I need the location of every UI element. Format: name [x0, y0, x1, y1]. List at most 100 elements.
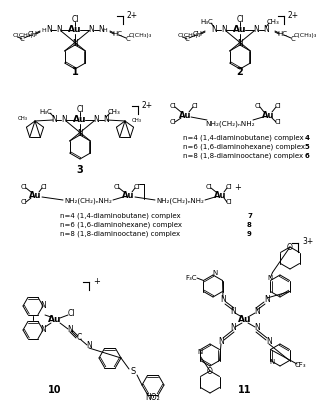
- Text: CH₃: CH₃: [108, 109, 120, 115]
- Text: 7: 7: [247, 213, 252, 219]
- Text: N: N: [263, 26, 269, 34]
- Text: N: N: [77, 130, 83, 138]
- Text: n=8 (1,8-diaminooctane) complex: n=8 (1,8-diaminooctane) complex: [60, 231, 182, 237]
- Text: N: N: [98, 26, 104, 34]
- Text: n=4 (1,4-diaminobutane) complex: n=4 (1,4-diaminobutane) complex: [183, 135, 306, 141]
- Text: Cl: Cl: [192, 103, 198, 109]
- Text: N: N: [67, 326, 73, 334]
- Text: Au: Au: [214, 190, 226, 200]
- Text: N: N: [230, 308, 236, 316]
- Text: Cl: Cl: [114, 184, 120, 190]
- Text: N: N: [266, 338, 272, 346]
- Text: F₃C: F₃C: [185, 275, 197, 281]
- Text: N: N: [40, 302, 46, 310]
- Text: N: N: [86, 342, 92, 350]
- Text: Au: Au: [68, 26, 82, 34]
- Text: H₃C: H₃C: [201, 19, 213, 25]
- Text: N: N: [61, 116, 67, 124]
- Text: C(CH₃)₃: C(CH₃)₃: [13, 32, 36, 38]
- Text: NH₂(CH₂)ₙNH₂: NH₂(CH₂)ₙNH₂: [156, 198, 204, 204]
- Text: N: N: [40, 326, 46, 334]
- Text: Au: Au: [29, 190, 41, 200]
- Text: N: N: [254, 324, 260, 332]
- Text: N: N: [103, 116, 109, 124]
- Text: N: N: [211, 26, 217, 34]
- Text: H: H: [103, 28, 107, 34]
- Text: 6: 6: [305, 153, 310, 159]
- Text: 1: 1: [71, 67, 78, 77]
- Text: N: N: [198, 350, 203, 356]
- Text: N: N: [254, 308, 260, 316]
- Text: Cl: Cl: [41, 184, 47, 190]
- Text: H₃C: H₃C: [40, 109, 52, 115]
- Text: CH: CH: [193, 31, 203, 37]
- Text: Cl: Cl: [236, 14, 244, 24]
- Text: C: C: [20, 36, 24, 42]
- Text: n=6 (1,6-diaminohexane) complex: n=6 (1,6-diaminohexane) complex: [60, 222, 184, 228]
- Text: N: N: [230, 324, 236, 332]
- Text: Au: Au: [122, 190, 134, 200]
- Text: NH₂(CH₂)ₙNH₂: NH₂(CH₂)ₙNH₂: [64, 198, 112, 204]
- Text: 5: 5: [305, 144, 310, 150]
- Text: CF₃: CF₃: [294, 362, 306, 368]
- Text: Cl: Cl: [76, 104, 84, 114]
- Text: Cl: Cl: [21, 184, 27, 190]
- Text: C: C: [76, 334, 81, 342]
- Text: Au: Au: [73, 116, 87, 124]
- Text: C: C: [185, 36, 189, 42]
- Text: Au: Au: [233, 26, 247, 34]
- Text: C: C: [126, 36, 130, 42]
- Text: N: N: [218, 338, 224, 346]
- Text: C(CH₃)₃: C(CH₃)₃: [178, 32, 201, 38]
- Text: +: +: [93, 276, 100, 286]
- Text: N: N: [253, 26, 259, 34]
- Text: 2+: 2+: [127, 10, 138, 20]
- Text: Cl: Cl: [67, 310, 75, 318]
- Text: 8: 8: [247, 222, 252, 228]
- Text: Au: Au: [262, 110, 274, 120]
- Text: C(CH₃)₃: C(CH₃)₃: [294, 32, 317, 38]
- Text: Cl: Cl: [275, 103, 281, 109]
- Text: 10: 10: [48, 385, 62, 395]
- Text: CH: CH: [28, 31, 38, 37]
- Text: CH₃: CH₃: [132, 118, 142, 124]
- Text: C: C: [291, 36, 295, 42]
- Text: Cl: Cl: [170, 103, 176, 109]
- Text: N: N: [268, 274, 273, 280]
- Text: N: N: [88, 26, 94, 34]
- Text: Au: Au: [238, 316, 252, 324]
- Text: n=8 (1,8-diaminooctane) complex: n=8 (1,8-diaminooctane) complex: [183, 153, 305, 159]
- Text: 3+: 3+: [302, 238, 313, 246]
- Text: 2+: 2+: [142, 100, 153, 110]
- Text: 3: 3: [77, 165, 83, 175]
- Text: Au: Au: [48, 316, 62, 324]
- Text: N: N: [56, 26, 62, 34]
- Text: N: N: [237, 40, 243, 48]
- Text: Cl: Cl: [21, 199, 27, 205]
- Text: Cl: Cl: [226, 184, 232, 190]
- Text: CH₃: CH₃: [18, 116, 28, 120]
- Text: H: H: [42, 28, 46, 34]
- Text: Cl: Cl: [71, 14, 79, 24]
- Text: NO₂: NO₂: [146, 394, 160, 400]
- Text: N: N: [221, 26, 227, 34]
- Text: C(CH₃)₃: C(CH₃)₃: [129, 32, 152, 38]
- Text: N: N: [264, 296, 270, 304]
- Text: Cl: Cl: [255, 103, 261, 109]
- Text: N: N: [220, 296, 226, 304]
- Text: +: +: [234, 182, 242, 192]
- Text: 4: 4: [305, 135, 310, 141]
- Text: N: N: [72, 40, 78, 48]
- Text: CH₃: CH₃: [267, 19, 279, 25]
- Text: S: S: [130, 368, 136, 376]
- Text: N: N: [46, 26, 52, 34]
- Text: Cl: Cl: [134, 184, 140, 190]
- Text: N: N: [93, 116, 99, 124]
- Text: Cl: Cl: [226, 199, 232, 205]
- Text: 2: 2: [237, 67, 243, 77]
- Text: HC: HC: [112, 31, 122, 37]
- Text: N: N: [213, 270, 218, 276]
- Text: Au: Au: [179, 110, 191, 120]
- Text: 11: 11: [238, 385, 252, 395]
- Text: 2+: 2+: [288, 10, 299, 20]
